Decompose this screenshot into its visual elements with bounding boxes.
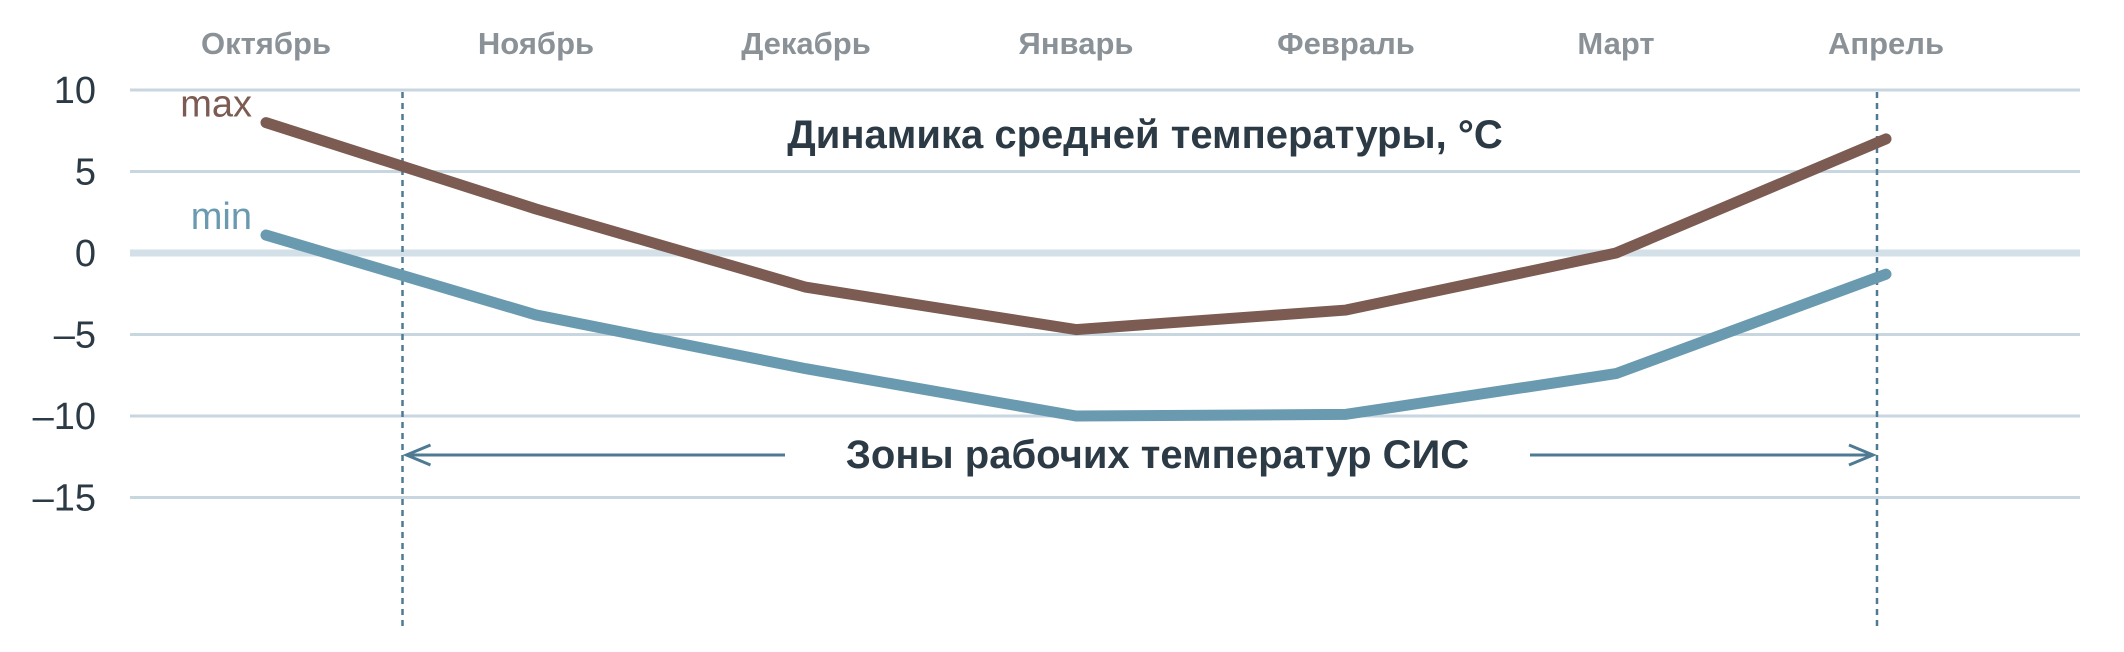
chart-title: Динамика средней температуры, °C <box>787 113 1502 157</box>
y-tick-label: –10 <box>33 396 96 438</box>
series-label-max: max <box>180 84 252 126</box>
y-tick-label: 10 <box>54 70 96 112</box>
arrow-left-icon <box>402 443 432 467</box>
y-tick-label: –15 <box>33 478 96 520</box>
zone-annotation: Зоны рабочих температур СИС <box>846 433 1469 477</box>
x-tick-label: Февраль <box>1277 26 1415 61</box>
y-tick-label: 0 <box>75 233 96 275</box>
x-tick-label: Октябрь <box>201 26 331 61</box>
x-tick-label: Март <box>1577 26 1654 61</box>
series-line-max <box>260 117 1892 336</box>
series-label-min: min <box>191 196 252 238</box>
x-tick-label: Апрель <box>1828 26 1944 61</box>
x-tick-label: Январь <box>1019 26 1134 61</box>
arrow-right-icon <box>1848 443 1877 467</box>
x-tick-label: Декабрь <box>741 26 871 61</box>
x-tick-label: Ноябрь <box>478 26 594 61</box>
y-tick-label: –5 <box>54 315 96 357</box>
series-line-min <box>260 229 1892 422</box>
y-tick-label: 5 <box>75 152 96 194</box>
